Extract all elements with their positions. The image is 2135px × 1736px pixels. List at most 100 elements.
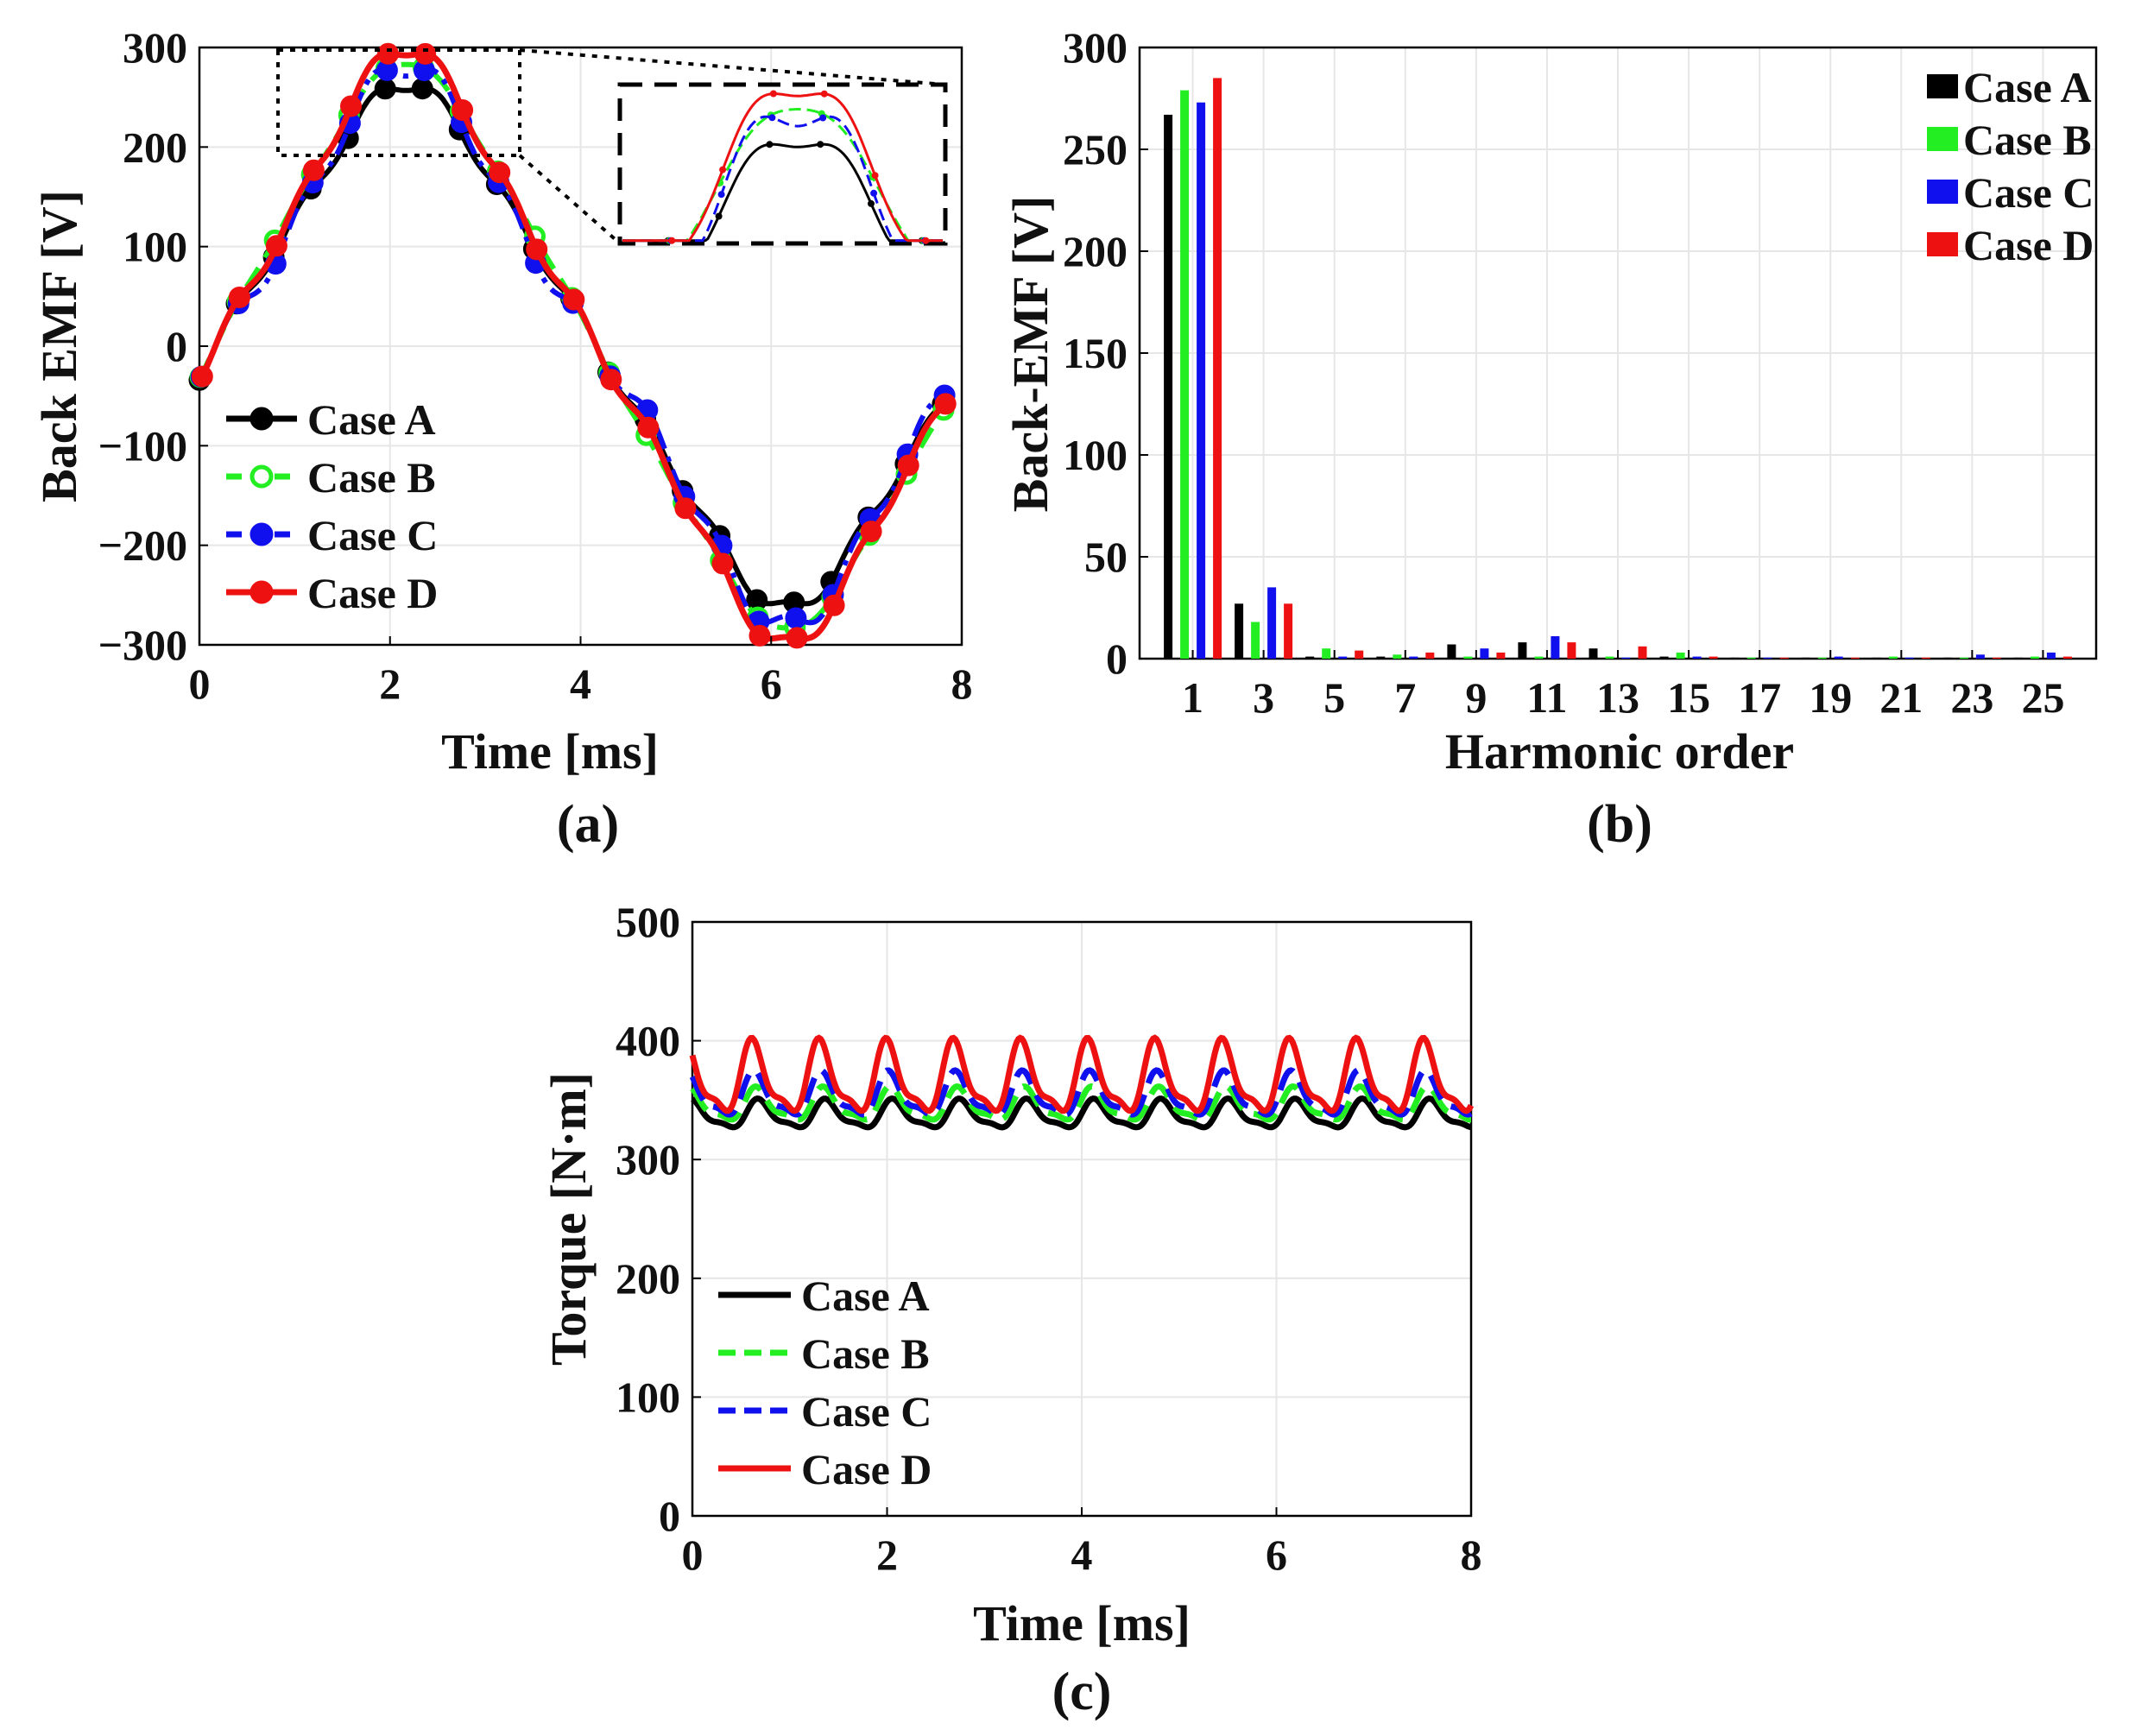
chart-b-x-tick-label-6: 13: [1596, 673, 1639, 722]
chart-b-bar-h5-0: [1305, 656, 1315, 659]
chart-b-x-tick-label-9: 19: [1809, 673, 1852, 722]
chart-a-inset-series-group: [622, 90, 943, 244]
chart-a-series-group: [188, 42, 957, 649]
chart-a-panel-label: (a): [557, 795, 619, 854]
chart-b-y-tick-label-6: 300: [1063, 23, 1128, 72]
chart-a-inset-series-3-marker-4: [719, 166, 727, 174]
chart-b-x-tick-label-12: 25: [2021, 673, 2064, 722]
chart-b-y-tick-label-5: 250: [1063, 125, 1128, 174]
chart-a-series-3-marker-12: [637, 416, 660, 439]
chart-b-bar-h7-2: [1409, 656, 1418, 659]
chart-b-bar-h23-3: [1992, 657, 2001, 659]
chart-c-x-axis-label: Time [ms]: [973, 1595, 1191, 1651]
chart-b-bar-h21-2: [1904, 657, 1914, 659]
chart-b-bar-h19-1: [1817, 657, 1827, 659]
chart-a-series-3-marker-14: [711, 552, 734, 575]
chart-b-y-tick-label-3: 150: [1063, 329, 1128, 377]
chart-b-x-tick-label-2: 5: [1323, 673, 1345, 722]
chart-b-bars-group: [1164, 78, 2072, 660]
chart-b-panel-label: (b): [1587, 795, 1652, 854]
chart-a-legend-marker-1: [250, 464, 274, 489]
chart-a-inset-series-0-marker-5: [766, 141, 774, 148]
chart-b-y-tick-label-1: 50: [1084, 533, 1128, 581]
chart-a-series-3-marker-7: [452, 99, 474, 121]
chart-a-legend-label-2: Case C: [307, 511, 438, 559]
chart-a-series-3-marker-19: [897, 454, 919, 477]
chart-a-series-3-marker-13: [674, 497, 697, 520]
chart-b-bar-h3-1: [1251, 622, 1260, 659]
chart-b-legend-label-2: Case C: [1963, 168, 2094, 217]
chart-a-zoom-connector-top: [519, 48, 946, 86]
chart-a-series-3-marker-20: [934, 393, 957, 415]
chart-b-bar-h19-3: [1850, 657, 1860, 659]
chart-b-bar-h25-1: [2030, 656, 2039, 659]
chart-b-x-tick-label-0: 1: [1182, 673, 1203, 722]
chart-a-y-tick-label-5: −200: [98, 521, 188, 570]
chart-b-bar-h7-3: [1425, 652, 1435, 659]
chart-b-bar-h3-2: [1267, 587, 1277, 659]
chart-a-series-0-marker-15: [746, 589, 768, 611]
chart-b-bar-h19-0: [1801, 657, 1810, 659]
chart-a-series-3-marker-16: [786, 627, 808, 649]
chart-a-series-3-marker-5: [377, 42, 399, 65]
chart-a-inset-series-3-marker-5: [769, 90, 777, 98]
chart-b-bar-h25-2: [2046, 652, 2056, 659]
chart-a-series-0-marker-5: [374, 78, 396, 100]
chart-b-bar-h17-3: [1779, 657, 1789, 659]
chart-b-bar-h13-0: [1589, 648, 1598, 659]
chart-b-bar-h15-1: [1676, 652, 1685, 659]
chart-a-inset-series-3-marker-6: [820, 90, 828, 98]
chart-b-bar-h21-3: [1921, 657, 1930, 659]
chart-b-bar-h25-3: [2062, 656, 2072, 659]
chart-c-y-axis-label: Torque [N·m]: [540, 1072, 597, 1366]
chart-b-bar-h17-1: [1747, 657, 1756, 659]
chart-b-bar-h5-1: [1322, 648, 1331, 659]
chart-b-x-tick-label-10: 21: [1879, 673, 1923, 722]
chart-a-inset-series-0-marker-6: [817, 141, 824, 148]
chart-a-legend-marker-2: [250, 522, 274, 546]
chart-a-series-3-marker-3: [302, 159, 325, 181]
chart-b-bar-h9-0: [1447, 644, 1456, 659]
chart-a-x-axis-label: Time [ms]: [441, 723, 659, 780]
chart-b-x-tick-label-7: 15: [1667, 673, 1710, 722]
chart-a-legend-marker-3: [250, 580, 274, 604]
chart-b-bar-h25-0: [2013, 657, 2023, 659]
chart-a-y-tick-label-3: 0: [166, 322, 187, 370]
chart-b-legend-label-1: Case B: [1963, 116, 2092, 164]
chart-a-series-2-marker-16: [785, 607, 807, 629]
chart-c-x-tick-label-1: 2: [876, 1531, 898, 1579]
chart-b-bar-h5-3: [1355, 650, 1364, 659]
chart-a-y-tick-label-0: 300: [123, 23, 187, 72]
chart-b-y-tick-label-4: 200: [1063, 227, 1128, 275]
chart-a-inset-series-0-marker-7: [868, 199, 875, 207]
chart-b-bar-h23-2: [1975, 654, 1985, 659]
chart-a-series-3-marker-0: [191, 365, 213, 388]
chart-a-x-tick-label-3: 6: [761, 660, 782, 708]
chart-a-legend-label-1: Case B: [307, 453, 436, 502]
chart-b-x-tick-label-1: 3: [1253, 673, 1274, 722]
chart-a-zoom-region-box: [276, 48, 521, 157]
chart-a-back-emf-waveform: 0 2 4 6 8 300 200 100 0 −100 −200 −300 Time [ms] Ba…: [31, 23, 973, 854]
chart-b-bar-h15-3: [1709, 656, 1718, 659]
chart-a-x-tick-label-2: 4: [570, 660, 591, 708]
chart-b-bar-h11-3: [1567, 642, 1576, 659]
chart-b-x-tick-label-4: 9: [1465, 673, 1487, 722]
chart-c-legend-label-3: Case D: [801, 1445, 932, 1493]
chart-c-y-tick-label-1: 400: [616, 1017, 680, 1065]
chart-a-inset-series-2-marker-5: [768, 114, 776, 122]
chart-c-y-tick-label-3: 200: [616, 1254, 680, 1303]
chart-a-series-3-marker-15: [749, 624, 771, 647]
chart-c-y-tick-label-5: 0: [659, 1492, 680, 1540]
chart-b-x-tick-label-8: 17: [1738, 673, 1781, 722]
chart-a-x-tick-label-4: 8: [951, 660, 973, 708]
chart-b-legend-swatch-2: [1927, 180, 1958, 204]
chart-a-inset-series-3-marker-7: [871, 172, 879, 180]
chart-a-series-3-marker-6: [414, 42, 437, 65]
chart-b-bar-h13-1: [1605, 656, 1614, 659]
chart-c-torque-waveform: 0 2 4 6 8 500 400 300 200 100 0 Time [ms] Torque […: [540, 898, 1482, 1721]
chart-c-series-line-2: [689, 1067, 1473, 1118]
chart-a-x-tick-label-0: 0: [189, 660, 211, 708]
